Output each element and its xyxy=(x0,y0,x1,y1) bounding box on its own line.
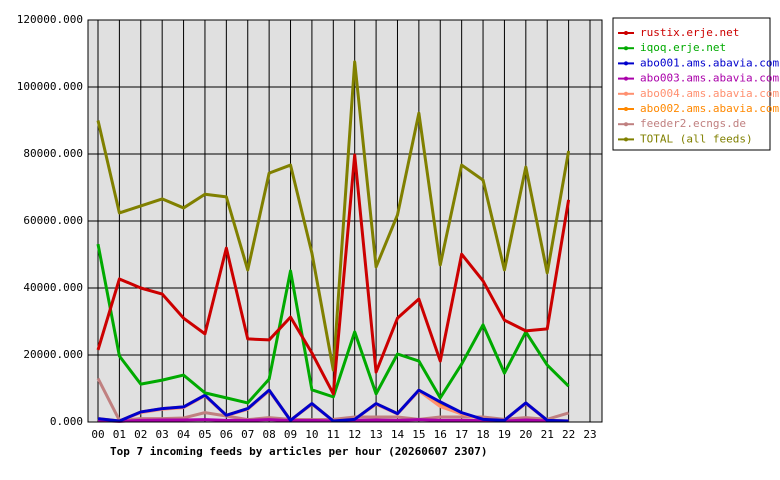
x-tick-label: 07 xyxy=(241,428,254,441)
legend-label: abo001.ams.abavia.com xyxy=(640,56,779,69)
x-tick-label: 17 xyxy=(455,428,468,441)
x-tick-label: 04 xyxy=(177,428,191,441)
y-tick-label: 80000.000 xyxy=(23,147,83,160)
legend-box xyxy=(612,17,771,151)
x-tick-label: 18 xyxy=(476,428,489,441)
y-tick-label: 0.000 xyxy=(50,415,83,428)
chart-title: Top 7 incoming feeds by articles per hou… xyxy=(110,445,488,458)
y-tick-label: 120000.000 xyxy=(17,13,83,26)
x-tick-label: 19 xyxy=(498,428,511,441)
x-tick-label: 12 xyxy=(348,428,361,441)
x-tick-label: 22 xyxy=(562,428,575,441)
legend-dot xyxy=(624,122,628,127)
x-tick-label: 20 xyxy=(519,428,532,441)
x-tick-label: 00 xyxy=(91,428,104,441)
x-tick-label: 10 xyxy=(305,428,318,441)
legend-dot xyxy=(624,61,628,66)
series-line xyxy=(96,60,571,372)
x-tick-label: 05 xyxy=(198,428,211,441)
legend-dot xyxy=(624,91,628,96)
legend-label: TOTAL (all feeds) xyxy=(640,132,753,145)
x-tick-label: 03 xyxy=(156,428,169,441)
legend-label: feeder2.ecngs.de xyxy=(640,117,746,130)
legend-label: abo003.ams.abavia.com xyxy=(640,72,779,85)
x-tick-label: 14 xyxy=(391,428,405,441)
x-tick-label: 06 xyxy=(220,428,233,441)
legend-label: abo002.ams.abavia.com xyxy=(640,102,779,115)
x-tick-label: 16 xyxy=(434,428,447,441)
y-tick-label: 20000.000 xyxy=(23,348,83,361)
x-tick-label: 11 xyxy=(327,428,340,441)
legend-dot xyxy=(624,31,628,35)
x-tick-label: 01 xyxy=(113,428,126,441)
x-tick-label: 02 xyxy=(134,428,147,441)
x-tick-label: 09 xyxy=(284,428,297,441)
legend-dot xyxy=(624,137,628,142)
y-tick-label: 100000.000 xyxy=(17,80,83,93)
x-tick-label: 15 xyxy=(412,428,425,441)
x-tick-label: 13 xyxy=(369,428,382,441)
series-line xyxy=(96,153,571,396)
series-line xyxy=(96,243,570,405)
legend-dot xyxy=(624,46,628,51)
legend-dot xyxy=(624,107,628,111)
legend-label: rustix.erje.net xyxy=(640,26,739,39)
legend-label: iqoq.erje.net xyxy=(640,41,726,54)
series-line xyxy=(97,388,569,423)
plot-frame xyxy=(87,19,603,423)
y-tick-label: 60000.000 xyxy=(23,214,83,227)
y-tick-label: 40000.000 xyxy=(23,281,83,294)
x-tick-label: 23 xyxy=(583,428,596,441)
legend-dot xyxy=(624,76,628,81)
x-tick-label: 21 xyxy=(541,428,554,441)
legend-label: abo004.ams.abavia.com xyxy=(640,87,779,100)
x-tick-label: 08 xyxy=(263,428,276,441)
